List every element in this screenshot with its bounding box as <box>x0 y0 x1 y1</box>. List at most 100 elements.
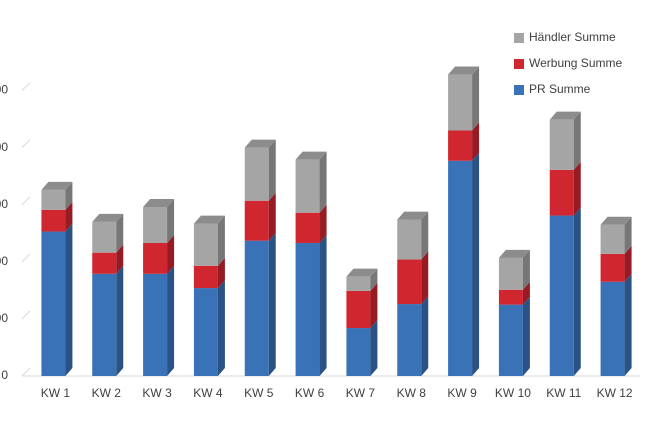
bar <box>498 304 523 376</box>
legend-label: PR Summe <box>529 82 591 96</box>
bar-side <box>65 181 73 210</box>
bar-side <box>167 234 175 274</box>
bar-top <box>448 66 480 75</box>
bar-side <box>319 151 327 213</box>
bar <box>346 276 371 291</box>
bar <box>600 224 625 254</box>
bar-side <box>472 122 480 161</box>
bar <box>143 242 168 274</box>
bar <box>346 290 371 329</box>
bar <box>244 240 269 376</box>
x-tick-label: KW 6 <box>295 386 325 400</box>
bar <box>498 289 523 305</box>
x-tick-label: KW 12 <box>597 386 633 400</box>
x-tick-label: KW 7 <box>346 386 376 400</box>
x-tick-label: KW 8 <box>397 386 427 400</box>
bar-side <box>573 111 581 170</box>
bar <box>92 273 117 376</box>
bar <box>193 223 218 266</box>
bar-side <box>319 234 327 376</box>
x-tick-label: KW 11 <box>546 386 581 400</box>
bar-side <box>522 296 530 376</box>
bar-side <box>217 280 225 376</box>
x-tick-label: KW 1 <box>41 386 71 400</box>
bar-side <box>268 232 276 376</box>
bar-side <box>116 244 124 274</box>
bar <box>397 304 422 376</box>
bar-side <box>217 257 225 289</box>
legend-label: Werbung Summe <box>529 56 622 70</box>
bar <box>498 257 523 290</box>
bar <box>448 160 473 376</box>
grid-line <box>21 82 31 91</box>
bar-side <box>370 268 378 291</box>
bar <box>295 242 320 376</box>
bar-side <box>421 296 429 376</box>
bar-side <box>268 139 276 201</box>
y-tick-label: 200 <box>0 254 8 268</box>
bar-side <box>573 207 581 376</box>
bar-side <box>116 213 124 253</box>
bar <box>41 189 66 210</box>
bar-side <box>522 281 530 305</box>
bar-side <box>370 320 378 376</box>
bar-side <box>65 223 73 376</box>
x-tick-label: KW 9 <box>447 386 477 400</box>
legend-swatch <box>514 59 524 69</box>
grid-line <box>21 139 31 148</box>
legend-swatch <box>514 33 524 43</box>
legend-label: Händler Summe <box>529 30 616 44</box>
bar-side <box>472 66 480 131</box>
bar <box>600 253 625 282</box>
bar-side <box>421 211 429 260</box>
bar <box>295 159 320 213</box>
bar <box>244 200 269 241</box>
bar <box>92 221 117 253</box>
bar <box>549 119 574 170</box>
bar-side <box>217 215 225 266</box>
bar <box>143 273 168 376</box>
bar <box>41 209 66 232</box>
grid-line <box>21 196 31 206</box>
bar-side <box>167 265 175 376</box>
bar-top <box>346 268 378 277</box>
bar-side <box>624 273 632 376</box>
bar-side <box>370 282 378 329</box>
bar <box>143 207 168 243</box>
bar-side <box>421 251 429 305</box>
bar-top <box>397 211 429 220</box>
bar <box>397 259 422 305</box>
bar-side <box>624 216 632 254</box>
bar-top <box>549 111 581 120</box>
bar-top <box>244 139 276 148</box>
bar <box>193 265 218 289</box>
bar-side <box>116 265 124 376</box>
bar-side <box>624 245 632 282</box>
bar-top <box>41 181 73 190</box>
bar-side <box>522 249 530 290</box>
bar-side <box>268 192 276 241</box>
bar <box>448 130 473 161</box>
legend-swatch <box>514 85 524 95</box>
bar-side <box>573 161 581 216</box>
bar <box>92 252 117 274</box>
grid-line <box>21 310 31 320</box>
x-tick-label: KW 5 <box>244 386 274 400</box>
bar <box>397 219 422 260</box>
bar <box>600 281 625 376</box>
y-tick-label: 500 <box>0 83 8 97</box>
bar <box>549 169 574 216</box>
bar-side <box>319 204 327 243</box>
bar-top <box>193 215 225 224</box>
y-tick-label: 300 <box>0 197 8 211</box>
bar <box>193 288 218 376</box>
x-tick-label: KW 2 <box>92 386 122 400</box>
bar-top <box>600 216 632 225</box>
y-tick-label: 400 <box>0 140 8 154</box>
grid-line <box>21 253 31 263</box>
bar-top <box>143 199 175 208</box>
bar <box>549 215 574 376</box>
x-tick-label: KW 3 <box>142 386 172 400</box>
x-tick-label: KW 10 <box>495 386 531 400</box>
